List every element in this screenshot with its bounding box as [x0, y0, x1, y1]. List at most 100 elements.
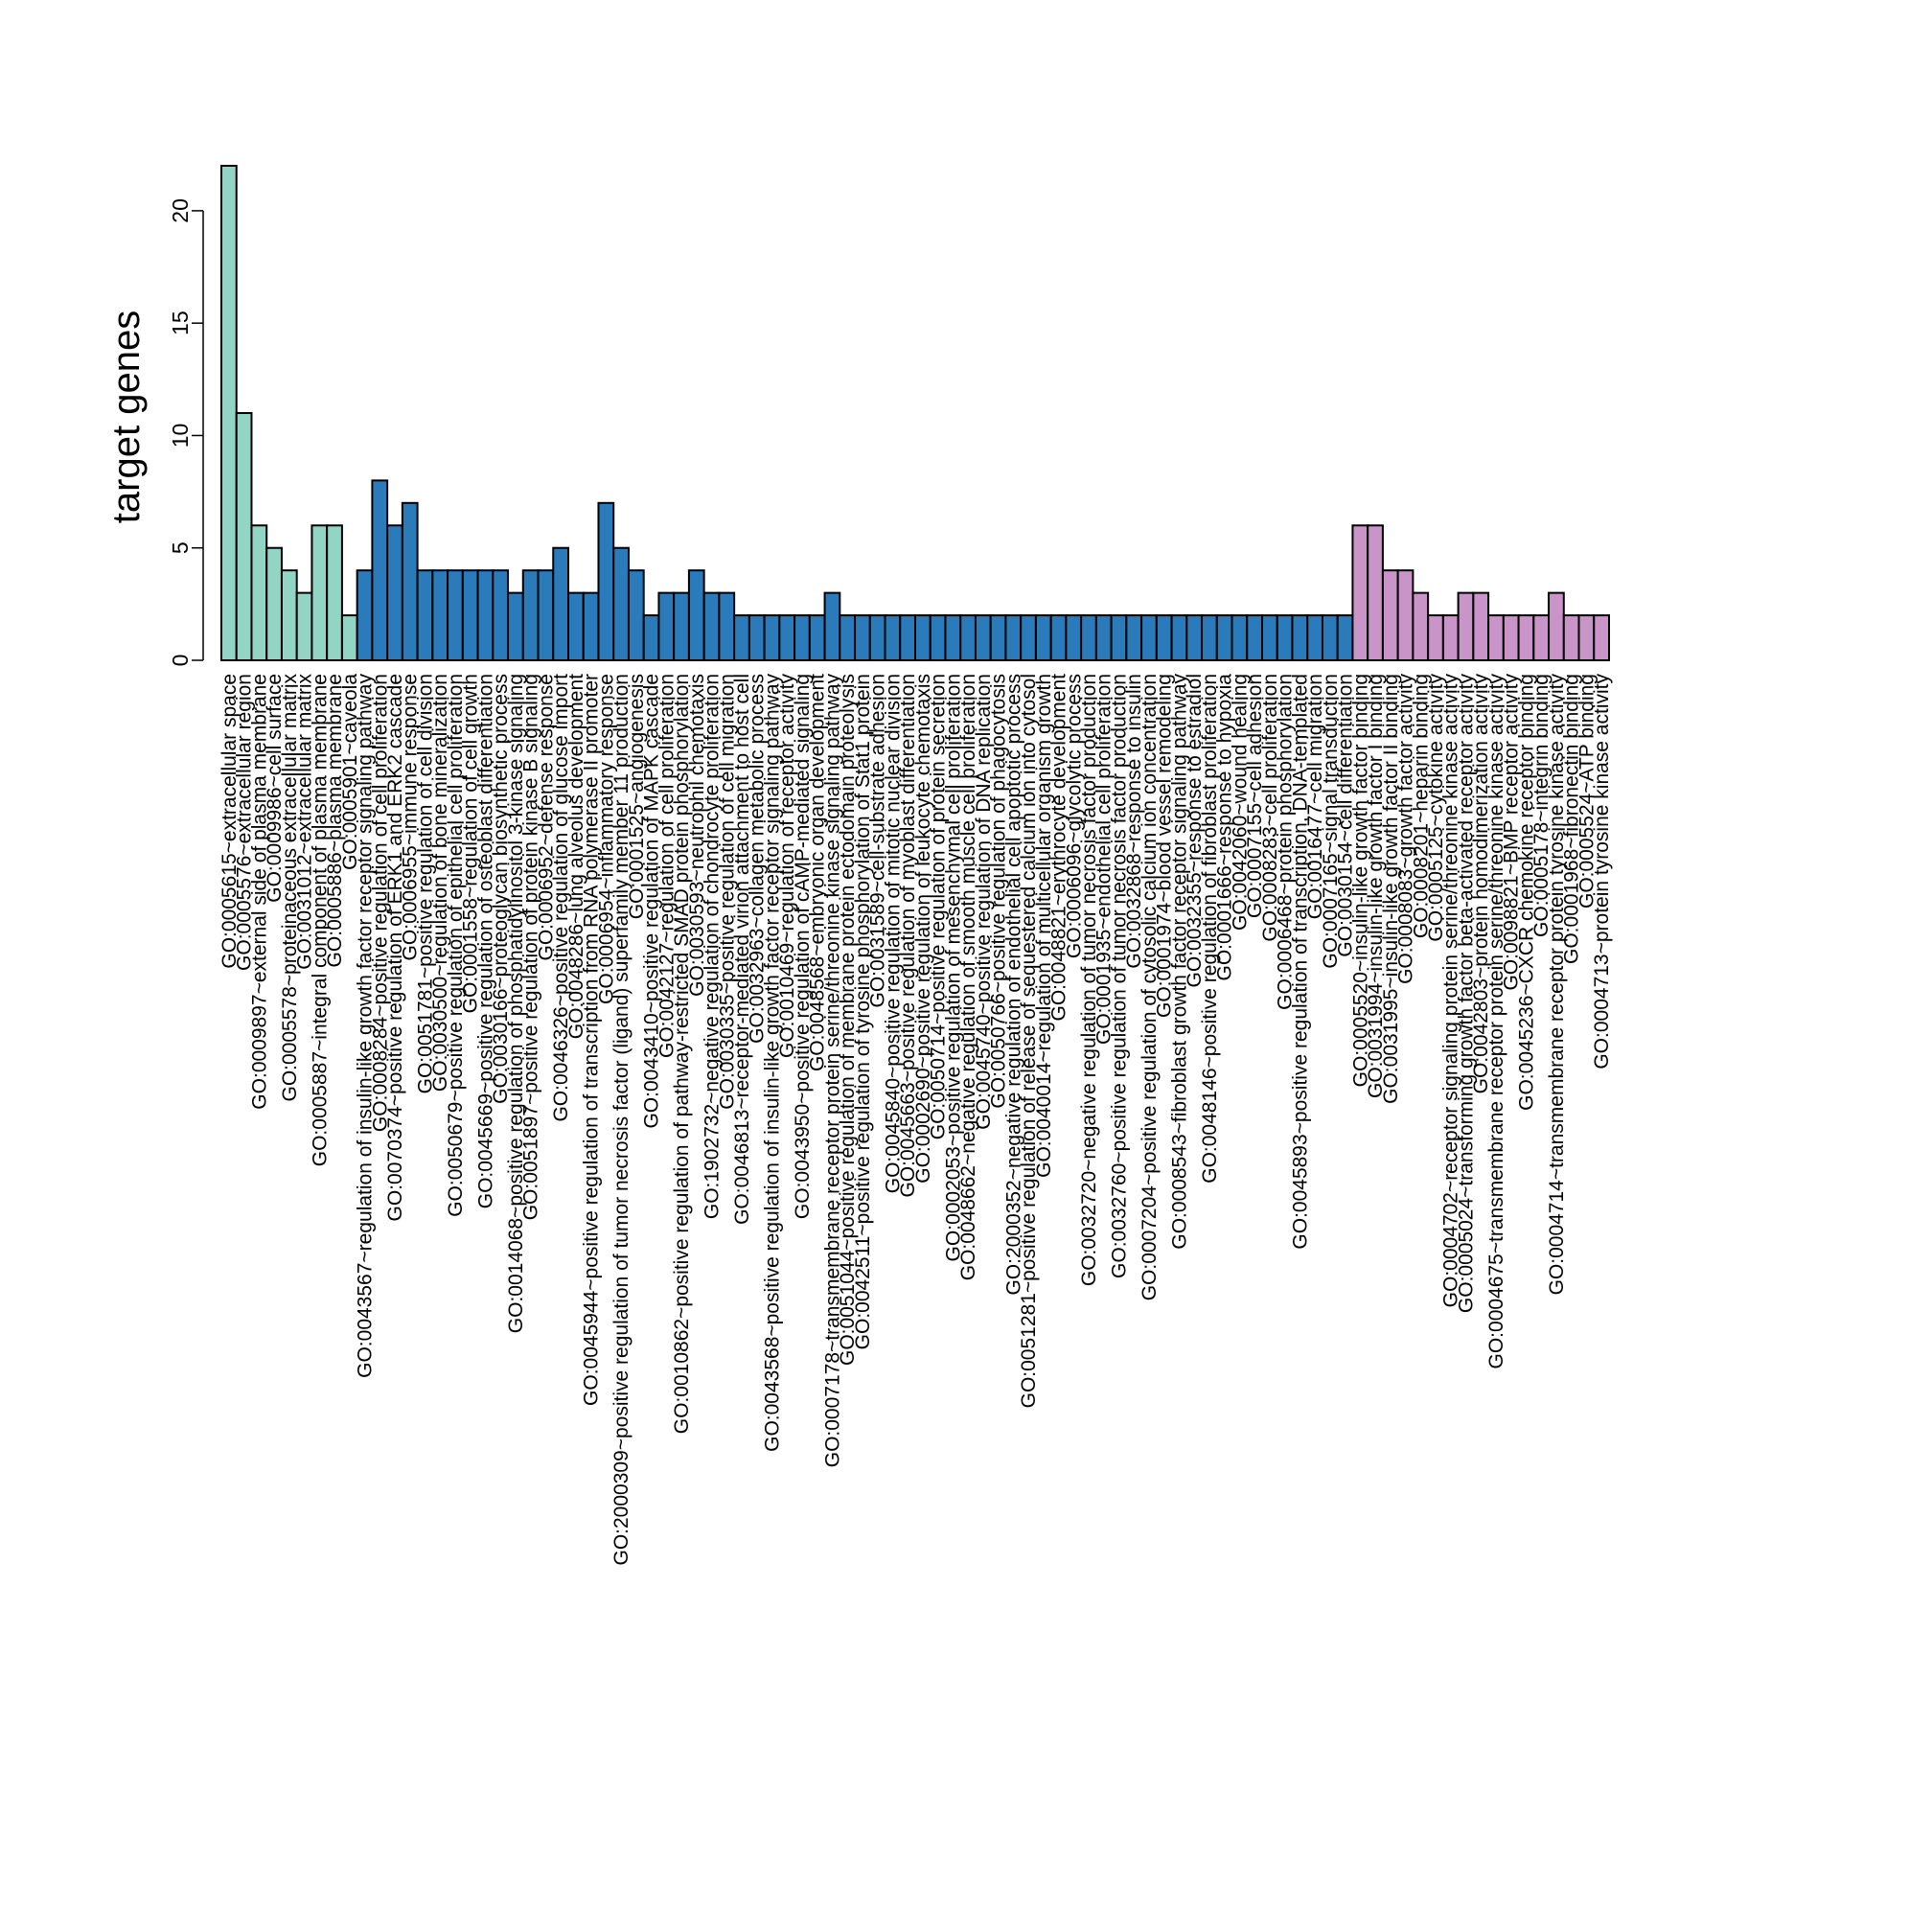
- x-tick-label: GO:1902732~negative regulation of chondr…: [702, 674, 724, 1219]
- x-tick-label: GO:0032868~response to insulin: [1123, 674, 1145, 969]
- bar: [220, 165, 238, 661]
- x-tick-label: GO:0008284~positive regulation of cell p…: [369, 674, 391, 1132]
- bar: [401, 501, 419, 661]
- x-tick-label: GO:0010862~positive regulation of pathwa…: [671, 674, 693, 1434]
- bar: [929, 614, 947, 661]
- x-tick-label: GO:0006096~glycolytic process: [1063, 674, 1085, 958]
- x-tick-label: GO:0004702~receptor signaling protein se…: [1440, 674, 1462, 1308]
- bar: [310, 524, 329, 661]
- bar: [280, 569, 298, 662]
- bar: [326, 524, 343, 661]
- bar: [552, 546, 569, 662]
- bar: [1155, 614, 1173, 661]
- x-tick-label: GO:0046326~positive regulation of glucos…: [550, 674, 572, 1122]
- bar: [974, 614, 992, 661]
- x-tick-label: GO:0004675~transmembrane receptor protei…: [1485, 674, 1507, 1369]
- x-tick-label: GO:0004713~protein tyrosine kinase activ…: [1591, 674, 1613, 1070]
- x-tick-label: GO:0040014~regulation of multicellular o…: [1033, 674, 1055, 1178]
- x-tick-label: GO:0048568~embryonic organ development: [807, 674, 829, 1071]
- bar: [1185, 614, 1204, 661]
- bar: [1080, 614, 1097, 661]
- x-tick-label: GO:0005901~caveola: [339, 674, 361, 870]
- bar: [673, 591, 690, 661]
- x-tick-label: GO:0005615~extracellular space: [218, 674, 241, 969]
- x-tick-label: GO:0009897~external side of plasma membr…: [248, 674, 270, 1110]
- bar: [854, 614, 871, 661]
- bar: [295, 591, 313, 661]
- bar: [250, 524, 268, 661]
- bar: [718, 591, 736, 661]
- x-tick-label: GO:0016477~cell migration: [1304, 674, 1326, 919]
- bar: [657, 591, 676, 661]
- x-tick-label: GO:0002690~positive regulation of leukoc…: [912, 674, 934, 1184]
- bar: [597, 501, 615, 661]
- x-tick-label: GO:0007178~transmembrane receptor protei…: [821, 674, 843, 1468]
- x-tick-label: GO:0001974~blood vessel remodeling: [1154, 674, 1176, 1018]
- x-tick-label: GO:0005887~integral component of plasma …: [309, 674, 331, 1166]
- x-tick-label: GO:0051281~positive regulation of releas…: [1018, 674, 1040, 1408]
- bar: [1336, 614, 1354, 661]
- x-tick-label: GO:2000352~negative regulation of endoth…: [1002, 674, 1024, 1296]
- bar: [1351, 524, 1369, 661]
- x-tick-label: GO:0050714~positive regulation of protei…: [928, 674, 950, 1139]
- x-tick-label: GO:0043950~positive regulation of cAMP-m…: [792, 674, 814, 1219]
- x-tick-label: GO:0045236~CXCR chemokine receptor bindi…: [1515, 674, 1537, 1111]
- x-tick-label: GO:0042127~regulation of cell proliferat…: [656, 674, 678, 1058]
- bar: [447, 569, 464, 662]
- x-tick-label: GO:0050679~positive regulation of epithe…: [445, 674, 467, 1217]
- bar: [235, 412, 253, 661]
- bar: [1034, 614, 1052, 661]
- x-tick-label: GO:0001558~regulation of cell growth: [460, 674, 482, 1013]
- x-tick-label: GO:0098821~BMP receptor activity: [1501, 674, 1523, 991]
- x-tick-label: GO:0008283~cell proliferation: [1259, 674, 1281, 942]
- bar: [1502, 614, 1520, 661]
- bar: [944, 614, 962, 661]
- bar: [808, 614, 826, 661]
- bar: [1020, 614, 1037, 661]
- y-tick-label: 5: [168, 541, 193, 554]
- bar: [794, 614, 811, 661]
- bar: [1396, 569, 1414, 662]
- bar: [356, 569, 374, 662]
- x-tick-label: GO:0045840~positive regulation of mitoti…: [882, 674, 904, 1193]
- x-tick-label: GO:0030593~neutrophil chemotaxis: [686, 674, 708, 997]
- x-tick-label: GO:0007155~cell adhesion: [1244, 674, 1266, 918]
- bar: [1094, 614, 1113, 661]
- bar: [537, 569, 555, 662]
- bar: [612, 546, 630, 662]
- y-tick-label: 15: [168, 310, 193, 335]
- bar: [1246, 614, 1263, 661]
- bar: [1427, 614, 1444, 661]
- x-tick-label: GO:0048662~negative regulation of smooth…: [957, 674, 979, 1280]
- x-tick-label: GO:0048146~positive regulation of fibrob…: [1199, 674, 1221, 1184]
- x-tick-label: GO:0030166~proteoglycan biosynthetic pro…: [490, 674, 512, 1104]
- bar: [1593, 614, 1610, 661]
- bar: [507, 591, 524, 661]
- bar: [884, 614, 902, 661]
- x-tick-label: GO:0005524~ATP binding: [1576, 674, 1598, 908]
- bar: [567, 591, 585, 661]
- bar: [1065, 614, 1083, 661]
- x-tick-label: GO:0043567~regulation of insulin-like gr…: [355, 674, 377, 1378]
- x-tick-label: GO:0001968~fibronectin binding: [1561, 674, 1583, 964]
- x-tick-label: GO:0006955~immune response: [400, 674, 422, 960]
- x-tick-label: GO:0032760~positive regulation of tumor …: [1108, 674, 1130, 1278]
- x-tick-label: GO:0014068~positive regulation of phosph…: [505, 674, 527, 1333]
- x-tick-label: GO:0032720~negative regulation of tumor …: [1078, 674, 1100, 1286]
- bar: [989, 614, 1007, 661]
- x-tick-label: GO:0005178~integrin binding: [1530, 674, 1552, 937]
- bar: [627, 569, 645, 662]
- bar: [1049, 614, 1068, 661]
- x-tick-label: GO:0048821~erythrocyte development: [1048, 674, 1070, 1022]
- x-tick-label: GO:0008543~fibroblast growth factor rece…: [1168, 674, 1190, 1250]
- bar: [1321, 614, 1339, 661]
- bar: [1381, 569, 1399, 662]
- bar: [1517, 614, 1535, 661]
- bar: [899, 614, 916, 661]
- x-tick-label: GO:0005576~extracellular region: [234, 674, 256, 971]
- x-tick-label: GO:0004714~transmembrane receptor protei…: [1546, 674, 1568, 1296]
- x-tick-label: GO:0005125~cytokine activity: [1425, 674, 1447, 942]
- bar: [431, 569, 449, 662]
- bar: [1306, 614, 1323, 661]
- bar: [340, 614, 358, 661]
